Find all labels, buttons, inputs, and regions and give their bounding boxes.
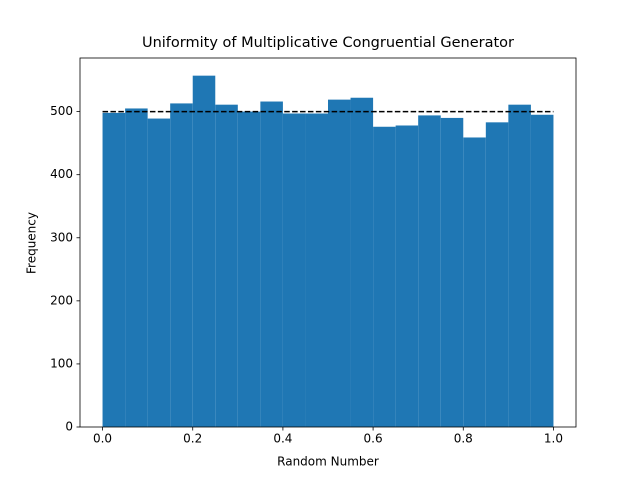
bar	[350, 97, 374, 427]
chart-title: Uniformity of Multiplicative Congruentia…	[142, 35, 514, 51]
y-tick-label: 300	[50, 230, 73, 244]
bar	[282, 113, 306, 427]
y-tick-label: 500	[50, 104, 73, 118]
y-tick-label: 0	[65, 420, 73, 434]
y-axis-label: Frequency	[25, 212, 39, 274]
bar	[463, 137, 486, 427]
bar	[418, 115, 441, 428]
bar	[305, 113, 328, 427]
bar	[237, 111, 261, 427]
x-axis-label: Random Number	[277, 455, 379, 469]
x-tick-label: 0.0	[93, 432, 112, 446]
bar	[215, 104, 238, 427]
x-tick-label: 0.2	[183, 432, 202, 446]
bar	[170, 103, 193, 428]
x-tick-label: 0.4	[273, 432, 292, 446]
x-tick-label: 0.8	[454, 432, 473, 446]
bar	[260, 101, 283, 428]
x-tick-label: 1.0	[544, 432, 563, 446]
y-tick-label: 100	[50, 356, 73, 370]
plot-frame	[79, 57, 577, 428]
bar	[395, 125, 419, 427]
bar	[102, 112, 126, 427]
bar	[147, 118, 171, 428]
x-tick-label: 0.6	[364, 432, 383, 446]
bar	[508, 104, 531, 427]
y-tick-label: 200	[50, 293, 73, 307]
bar	[328, 99, 351, 427]
bar	[440, 117, 464, 427]
y-tick-label: 400	[50, 167, 73, 181]
bar	[373, 126, 396, 427]
bar	[530, 114, 554, 428]
bar	[485, 122, 509, 427]
bar	[125, 108, 148, 427]
bar	[192, 75, 216, 428]
